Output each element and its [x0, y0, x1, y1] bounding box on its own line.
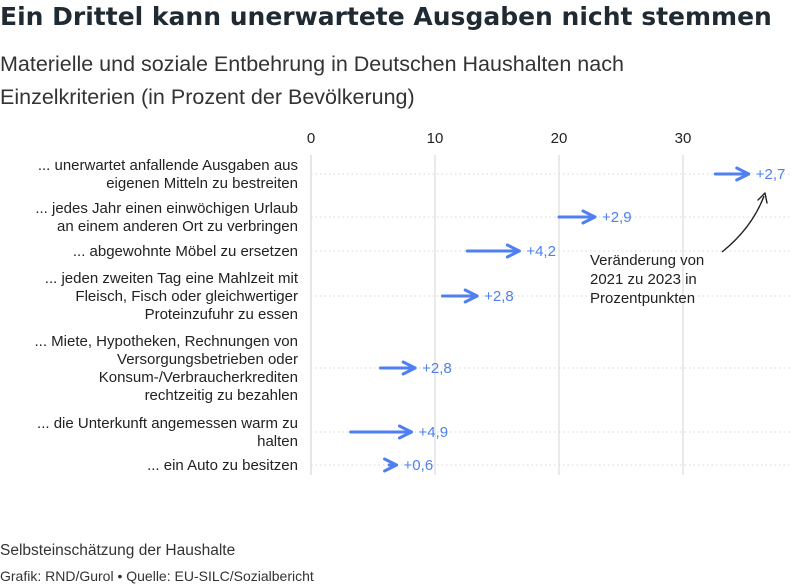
change-label: +4,9: [418, 424, 448, 441]
chart-source: Grafik: RND/Gurol • Quelle: EU-SILC/Sozi…: [0, 568, 314, 584]
annotation-text: Veränderung von 2021 zu 2023 in Prozentpun…: [590, 252, 704, 307]
category-label: ... jedes Jahr einen einwöchigen Urlaub: [35, 200, 298, 217]
category-label: Fleisch, Fisch oder gleichwertiger: [75, 288, 298, 305]
category-label: ... die Unterkunft angemessen warm zu: [37, 415, 298, 432]
category-label: ... Miete, Hypotheken, Rechnungen von: [35, 333, 299, 350]
category-label: Konsum-/Verbraucherkrediten: [99, 369, 298, 386]
change-label: +0,6: [404, 457, 434, 474]
annotation-pointer-head: [757, 192, 768, 204]
category-label: ... abgewohnte Möbel zu ersetzen: [73, 243, 298, 260]
category-label: Versorgungsbetrieben oder: [117, 351, 298, 368]
x-tick-label: 30: [675, 130, 692, 147]
x-tick-label: 20: [551, 130, 568, 147]
x-tick-label: 10: [427, 130, 444, 147]
category-label: rechtzeitig zu bezahlen: [145, 387, 298, 404]
change-label: +2,9: [602, 209, 632, 226]
category-label: ... ein Auto zu besitzen: [147, 457, 298, 474]
category-label: ... jeden zweiten Tag eine Mahlzeit mit: [45, 270, 299, 287]
change-label: +2,8: [484, 288, 514, 305]
category-label: an einem anderen Ort zu verbringen: [57, 218, 298, 235]
arrow-chart: 0 10 20 30 ... unerwartet anfallende Ausgabe…: [35, 130, 790, 475]
change-label: +2,7: [756, 166, 786, 183]
chart-note: Selbsteinschätzung der Haushalte: [0, 542, 236, 559]
chart-subtitle: Materielle und soziale Entbehrung in Deu…: [0, 52, 624, 109]
annotation-pointer: [721, 195, 765, 253]
category-label: Proteinzufuhr zu essen: [145, 306, 298, 323]
category-label: eigenen Mitteln zu bestreiten: [106, 175, 298, 192]
chart-title: Ein Drittel kann unerwartete Ausgaben ni…: [0, 2, 772, 31]
change-label: +4,2: [526, 243, 556, 260]
change-label: +2,8: [422, 360, 452, 377]
category-label: halten: [257, 433, 298, 450]
category-label: ... unerwartet anfallende Ausgaben aus: [38, 157, 298, 174]
x-tick-label: 0: [307, 130, 315, 147]
